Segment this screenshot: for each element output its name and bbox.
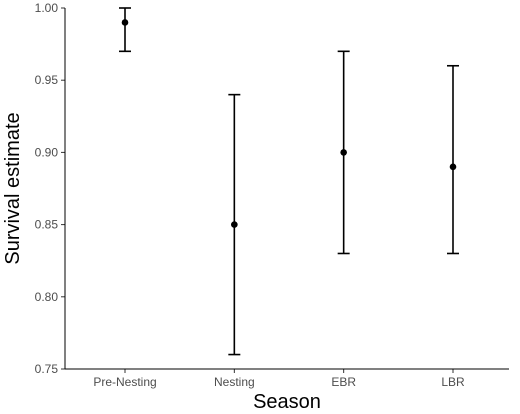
x-tick-label: Nesting: [214, 375, 255, 389]
x-axis-title: Season: [253, 391, 321, 413]
y-tick-label: 0.90: [35, 145, 59, 159]
y-axis-title: Survival estimate: [2, 112, 24, 264]
error-bar-plot: [119, 7, 459, 356]
data-point: [449, 163, 457, 171]
data-point: [231, 221, 238, 228]
x-tick-label: EBR: [331, 375, 356, 389]
x-tick-label: Pre-Nesting: [93, 375, 156, 389]
y-tick-label: 1.00: [35, 1, 59, 15]
y-tick-label: 0.75: [35, 362, 59, 376]
y-tick-label: 0.95: [35, 73, 59, 87]
data-point: [340, 149, 347, 156]
x-tick-label: LBR: [441, 375, 465, 389]
x-axis-ticks: Pre-Nesting Nesting EBR LBR: [93, 369, 465, 389]
y-tick-label: 0.80: [35, 290, 59, 304]
y-tick-label: 0.85: [35, 218, 59, 232]
data-point: [121, 19, 129, 26]
y-axis-ticks: 0.75 0.80 0.85 0.90 0.95 1.00: [35, 1, 65, 376]
